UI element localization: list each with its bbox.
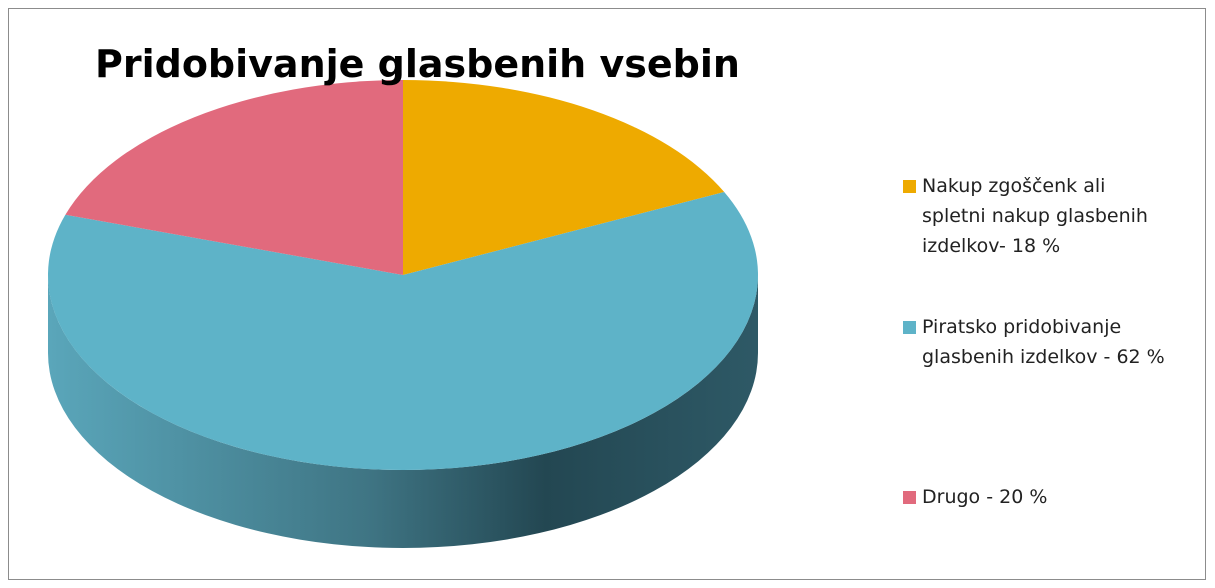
legend-item: Piratsko pridobivanje glasbenih izdelkov…	[903, 312, 1193, 372]
legend-item: Nakup zgoščenk ali spletni nakup glasben…	[903, 171, 1193, 261]
legend-swatch	[903, 321, 916, 334]
legend-label: Piratsko pridobivanje glasbenih izdelkov…	[922, 316, 1165, 368]
legend-label: Nakup zgoščenk ali spletni nakup glasben…	[922, 175, 1148, 257]
slice	[403, 80, 725, 275]
chart-frame	[8, 8, 1206, 580]
slice	[48, 191, 759, 471]
legend-label: Drugo - 20 %	[922, 486, 1048, 508]
slice-side	[48, 275, 758, 548]
legend-swatch	[903, 180, 916, 193]
legend-item: Drugo - 20 %	[903, 482, 1193, 512]
chart-title: Pridobivanje glasbenih vsebin	[95, 42, 740, 86]
legend-swatch	[903, 491, 916, 504]
slice	[65, 80, 403, 275]
